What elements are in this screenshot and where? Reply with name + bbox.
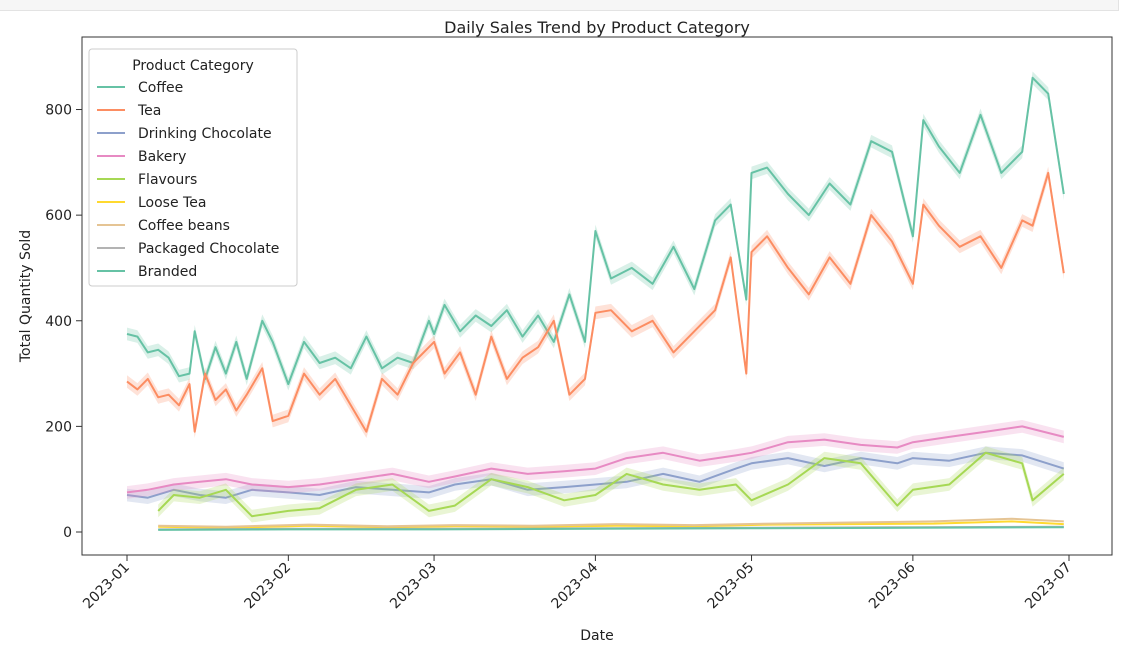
legend-entry: Packaged Chocolate bbox=[138, 241, 279, 257]
legend-entry: Coffee bbox=[138, 80, 183, 96]
x-tick-label: 2023-02 bbox=[241, 560, 294, 613]
y-tick-label: 400 bbox=[45, 314, 72, 330]
y-tick-label: 0 bbox=[63, 525, 72, 541]
plot-layer bbox=[126, 71, 1065, 531]
series-line-loose-tea bbox=[158, 520, 1064, 529]
series-line-coffee bbox=[126, 76, 1065, 386]
legend-entry: Bakery bbox=[138, 149, 186, 165]
x-axis: 2023-01 2023-02 2023-03 2023-04 2023-05 2023-… bbox=[80, 555, 1075, 612]
x-tick-label: 2023-01 bbox=[80, 560, 133, 613]
series-line-coffee-beans bbox=[158, 517, 1064, 528]
y-tick-label: 600 bbox=[45, 208, 72, 224]
legend-entry: Coffee beans bbox=[138, 218, 230, 234]
legend-entry: Branded bbox=[138, 264, 197, 280]
x-tick-label: 2023-03 bbox=[387, 560, 440, 613]
y-axis: 0 200 400 600 800 bbox=[45, 103, 82, 541]
output-cell-top-bar bbox=[0, 0, 1119, 11]
legend-entry: Tea bbox=[137, 103, 161, 119]
series-line-tea bbox=[126, 171, 1065, 433]
legend-entry: Flavours bbox=[138, 172, 197, 188]
series-line-flavours bbox=[157, 451, 1065, 518]
y-tick-label: 200 bbox=[45, 419, 72, 435]
y-axis-label: Total Quantity Sold bbox=[18, 230, 34, 363]
x-axis-label: Date bbox=[580, 628, 613, 644]
legend-title: Product Category bbox=[132, 58, 254, 74]
x-tick-label: 2023-05 bbox=[705, 560, 758, 613]
legend-entry: Loose Tea bbox=[138, 195, 206, 211]
y-tick-label: 800 bbox=[45, 103, 72, 119]
x-tick-label: 2023-06 bbox=[866, 559, 919, 612]
x-tick-label: 2023-04 bbox=[549, 559, 602, 612]
series-line-drinking-chocolate bbox=[126, 451, 1065, 499]
series-line-branded bbox=[158, 526, 1064, 531]
x-tick-label: 2023-07 bbox=[1022, 560, 1075, 613]
legend: Product Category Coffee Tea Drinking Choco… bbox=[88, 48, 298, 287]
legend-entry: Drinking Chocolate bbox=[138, 126, 272, 142]
chart-title: Daily Sales Trend by Product Category bbox=[444, 18, 750, 37]
legend-frame bbox=[88, 48, 298, 287]
series-line-bakery bbox=[126, 425, 1065, 494]
